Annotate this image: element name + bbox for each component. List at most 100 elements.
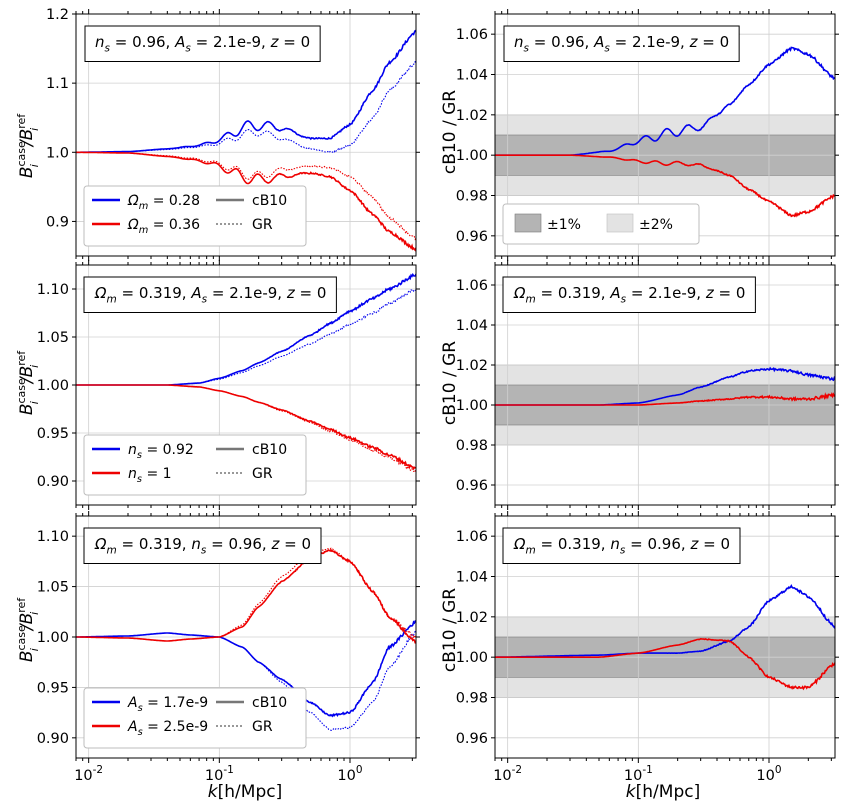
xtick-label: 10-2 <box>74 764 103 784</box>
legend-entry: cB10 <box>252 193 287 209</box>
series-line <box>76 61 416 154</box>
panel-annotation: Ωm​ = 0.319, As​ = 2.1e-9, z = 0 <box>94 284 326 306</box>
ytick-label: 0.98 <box>456 438 488 454</box>
left-ylabel-row1: Bcasei/Brefi <box>15 113 41 178</box>
xlabel-right: k[h/Mpc] <box>626 782 700 802</box>
series-legend: ns​ = 0.92 ns​ = 1 cB10 GR <box>83 434 307 496</box>
right-ylabel-row1: cB10 / GR <box>440 90 460 174</box>
ytick-label: 1.0 <box>46 145 69 161</box>
ytick-label: 1.05 <box>37 330 69 346</box>
panel-annotation: ns​ = 0.96, As​ = 2.1e-9, z = 0 <box>514 33 729 55</box>
ytick-label: 1.05 <box>37 580 69 596</box>
ytick-label: 1.10 <box>37 282 69 298</box>
ytick-label: 1.00 <box>37 630 69 646</box>
panel-annotation: ns​ = 0.96, As​ = 2.1e-9, z = 0 <box>95 33 310 55</box>
legend-entry: GR <box>252 466 273 482</box>
series-line <box>76 151 416 241</box>
right-ylabel-row3: cB10 / GR <box>440 588 460 672</box>
xtick-label: 10-1 <box>205 764 234 784</box>
ytick-label: 1.04 <box>456 318 488 334</box>
svg-text:±1%: ±1% <box>547 217 581 233</box>
panel-annotation: Ωm​ = 0.319, ns​ = 0.96, z = 0 <box>513 535 730 557</box>
ytick-label: 0.95 <box>37 426 69 442</box>
ytick-label: 0.95 <box>37 680 69 696</box>
series-line <box>495 392 835 406</box>
xtick-label: 100 <box>756 764 781 784</box>
legend-entry: As​ = 2.5e-9 <box>127 719 208 738</box>
series-line <box>76 548 416 644</box>
series-legend: As​ = 1.7e-9 As​ = 2.5e-9 cB10 GR <box>83 687 307 749</box>
legend-entry: As​ = 1.7e-9 <box>127 695 208 714</box>
axes-frame <box>494 13 836 257</box>
ytick-label: 1.00 <box>456 148 488 164</box>
ytick-label: 1.06 <box>456 529 488 545</box>
legend-entry: GR <box>252 217 273 233</box>
panel-annotation: Ωm​ = 0.319, As​ = 2.1e-9, z = 0 <box>513 284 745 306</box>
ytick-label: 0.98 <box>456 691 488 707</box>
ytick-label: 0.90 <box>37 474 69 490</box>
ytick-label: 1.1 <box>46 76 69 92</box>
ytick-label: 0.96 <box>456 229 488 245</box>
band-legend: ±1% ±2% <box>502 203 700 245</box>
panel-row1-left: 0.9 1.0 1.1 1.2 ns​ = 0.96, As​ = 2.1e-9, z … <box>46 7 420 261</box>
series-line <box>495 154 835 218</box>
ytick-label: 1.2 <box>46 7 69 23</box>
series-line <box>76 151 416 252</box>
ytick-label: 0.90 <box>37 731 69 747</box>
svg-text:Bcasei/Brefi: Bcasei/Brefi <box>15 113 41 178</box>
ytick-label: 1.00 <box>456 398 488 414</box>
ytick-label: 0.9 <box>46 214 69 230</box>
legend-entry: ns​ = 0.92 <box>128 442 194 461</box>
ytick-label: 0.96 <box>456 478 488 494</box>
panel-annotation: Ωm​ = 0.319, ns​ = 0.96, z = 0 <box>94 535 311 557</box>
series-legend: Ωm​ = 0.28 Ωm​ = 0.36 cB10 GR <box>83 185 307 247</box>
axes-frame <box>494 515 836 759</box>
ytick-label: 1.00 <box>37 378 69 394</box>
xtick-label: 100 <box>337 764 362 784</box>
panel-row2-right: 0.96 0.98 1.00 1.02 1.04 1.06 Ωm​ = 0.319, As​… <box>456 260 839 510</box>
axes-frame <box>75 13 417 257</box>
series-line <box>76 29 416 154</box>
legend-entry: cB10 <box>252 442 287 458</box>
xlabel-left: k[h/Mpc] <box>208 782 282 802</box>
panel-row3-left: 0.90 0.95 1.00 1.05 1.10 10-2 10-1 100 Ωm​ = 0.3… <box>37 511 420 784</box>
series-line <box>76 384 416 473</box>
series-line <box>76 288 416 386</box>
ytick-label: 0.98 <box>456 189 488 205</box>
xtick-label: 10-2 <box>493 764 522 784</box>
ytick-label: 0.96 <box>456 731 488 747</box>
ytick-label: 1.06 <box>456 27 488 43</box>
legend-entry: GR <box>252 719 273 735</box>
ytick-label: 1.00 <box>456 650 488 666</box>
panel-row2-left: 0.90 0.95 1.00 1.05 1.10 Ωm​ = 0.319, As​ = 2… <box>37 260 420 510</box>
panel-row1-right: 0.96 0.98 1.00 1.02 1.04 1.06 ns​ = 0.96, As​ … <box>456 9 839 261</box>
series-line <box>76 619 416 718</box>
right-ylabel-row2: cB10 / GR <box>440 341 460 425</box>
annotation-box <box>83 276 337 313</box>
series-line <box>495 583 835 659</box>
xtick-label: 10-1 <box>624 764 653 784</box>
series-line <box>76 547 416 642</box>
annotation-box <box>83 527 322 564</box>
annotation-box <box>503 25 740 62</box>
ytick-label: 1.04 <box>456 570 488 586</box>
axes-frame <box>494 264 836 506</box>
svg-text:±2%: ±2% <box>639 217 673 233</box>
ytick-label: 1.06 <box>456 278 488 294</box>
legend-entry: Ωm​ = 0.28 <box>127 193 200 212</box>
legend-entry: cB10 <box>252 695 287 711</box>
panel-row3-right: 0.96 0.98 1.00 1.02 1.04 1.06 10-2 10-1 100 Ωm​ =… <box>456 511 839 784</box>
series-line <box>495 637 835 691</box>
legend-entry: Ωm​ = 0.36 <box>127 217 200 236</box>
annotation-box <box>502 276 756 313</box>
annotation-box <box>502 527 741 564</box>
ytick-label: 1.02 <box>456 610 488 626</box>
ytick-label: 1.02 <box>456 108 488 124</box>
annotation-box <box>84 25 321 62</box>
ytick-label: 1.02 <box>456 358 488 374</box>
ytick-label: 1.04 <box>456 68 488 84</box>
series-line <box>76 630 416 731</box>
ytick-label: 1.10 <box>37 529 69 545</box>
legend-entry: ns​ = 1 <box>128 466 172 485</box>
